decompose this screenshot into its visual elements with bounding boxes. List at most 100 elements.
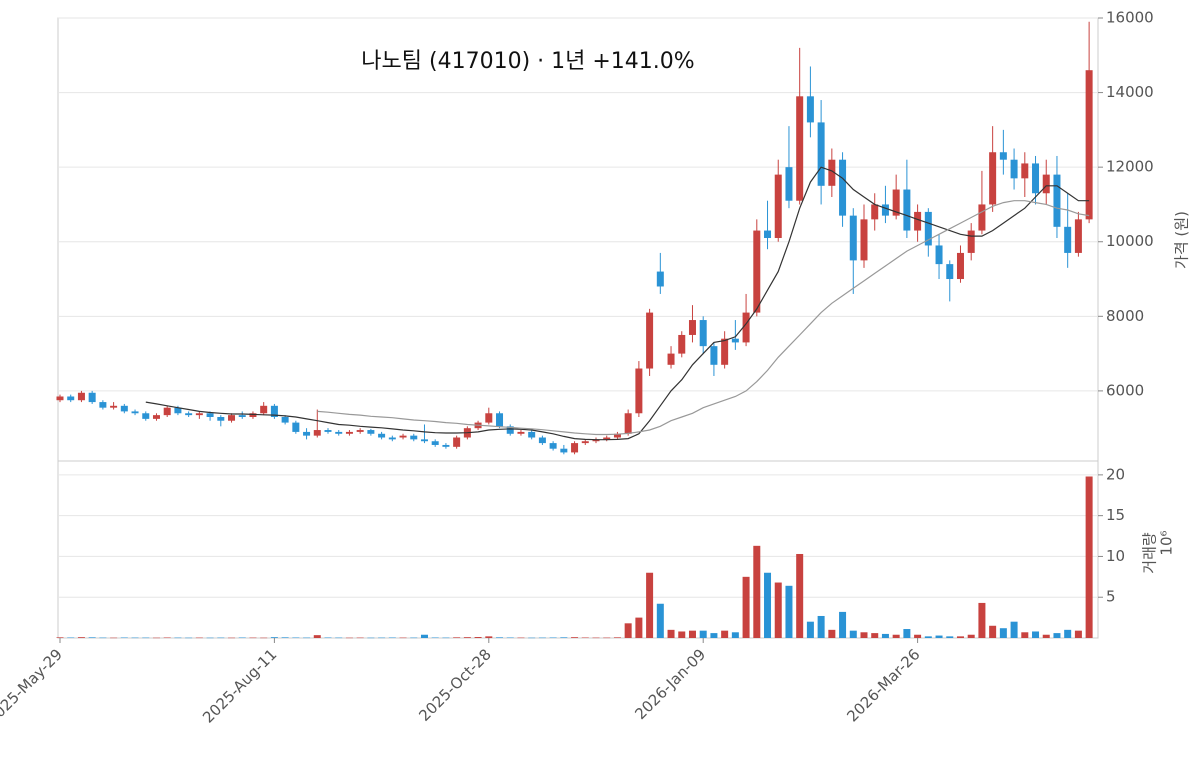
volume-bar [485,636,493,638]
volume-bar [345,637,353,639]
volume-bar [378,637,386,639]
volume-bar [474,637,482,638]
candle-body [431,441,439,445]
volume-bar [796,553,804,638]
volume-bar [731,632,739,638]
volume-bar [774,582,782,638]
candle-body [1085,70,1093,220]
candle-body [892,189,900,216]
volume-bar [1010,621,1018,638]
y-tick-label: 20 [1106,465,1125,483]
x-tick-label: 2025-Aug-11 [199,645,280,726]
candle-body [839,159,847,216]
volume-bar [592,637,600,639]
volume-bar [142,637,150,639]
y-tick-label: 5 [1106,588,1116,606]
candle-body [796,96,804,201]
candle-body [163,407,171,416]
candle-body [860,219,868,261]
volume-bar [817,615,825,638]
volume-bar [903,629,911,638]
volume-bar [506,637,514,639]
x-tick-label: 2025-May-29 [0,645,66,728]
volume-bar [871,633,879,638]
volume-bar [613,637,621,638]
volume-bar [217,637,225,639]
volume-bar [356,637,364,639]
volume-bar [367,637,375,639]
volume-bar [496,637,504,638]
volume-bar [131,637,139,639]
candle-body [1064,226,1072,253]
candle-body [292,422,300,432]
volume-bar [185,637,193,639]
volume-bar [67,637,75,639]
candle-body [378,433,386,438]
volume-bar [281,637,289,638]
volume-bar [1032,631,1040,638]
volume-bar [603,637,611,639]
candle-body [67,396,75,401]
volume-bar [1021,632,1029,638]
volume-bar [924,636,932,638]
candle-body [1074,219,1082,253]
candle-body [420,439,428,442]
y-tick-label: 15 [1106,506,1125,524]
candle-body [999,152,1007,160]
volume-bar [581,637,589,639]
candle-body [174,407,182,414]
candle-body [528,431,536,438]
candle-body [688,320,696,335]
volume-bar [249,637,257,639]
volume-bar [999,628,1007,638]
candle-body [956,252,964,280]
candle-body [56,396,64,401]
candle-body [903,189,911,231]
volume-bar [313,635,321,638]
candle-body [324,430,332,432]
candle-body [356,430,364,432]
volume-bar [742,576,750,638]
volume-bar [935,635,943,638]
volume-bar [839,611,847,638]
volume-bar [678,631,686,638]
candle-body [195,413,203,416]
candle-body [603,437,611,440]
volume-bar [1064,629,1072,638]
volume-bar [914,634,922,638]
volume-bar [956,636,964,638]
candle-body [946,264,954,280]
candle-body [367,430,375,434]
candle-body [635,368,643,414]
price-panel [57,17,1099,462]
candle-body [260,405,268,414]
candle-body [131,411,139,414]
volume-bar [163,637,171,639]
volume-bar [388,637,396,639]
x-tick-label: 2026-Jan-09 [631,645,709,723]
candle-body [678,334,686,354]
candle-body [206,413,214,417]
candle-body [560,448,568,453]
volume-bar [110,637,118,639]
candle-body [410,435,418,440]
candle-body [613,433,621,438]
candle-body [571,443,579,453]
volume-bar [303,637,311,639]
candle-body [1042,174,1050,194]
volume-bar [517,637,525,639]
volume-bar [453,637,461,638]
candle-body [88,392,96,403]
volume-bar [946,636,954,638]
y-tick-label: 10000 [1106,232,1154,250]
candle-body [989,152,997,205]
candle-body [228,415,236,421]
moving-average-line [317,200,1090,436]
volume-bar [528,637,536,639]
volume-axis-label: 거래량 [1141,532,1159,574]
candle-body [806,96,814,123]
candle-body [828,159,836,186]
moving-average-line [145,166,1090,441]
candle-body [506,426,514,434]
